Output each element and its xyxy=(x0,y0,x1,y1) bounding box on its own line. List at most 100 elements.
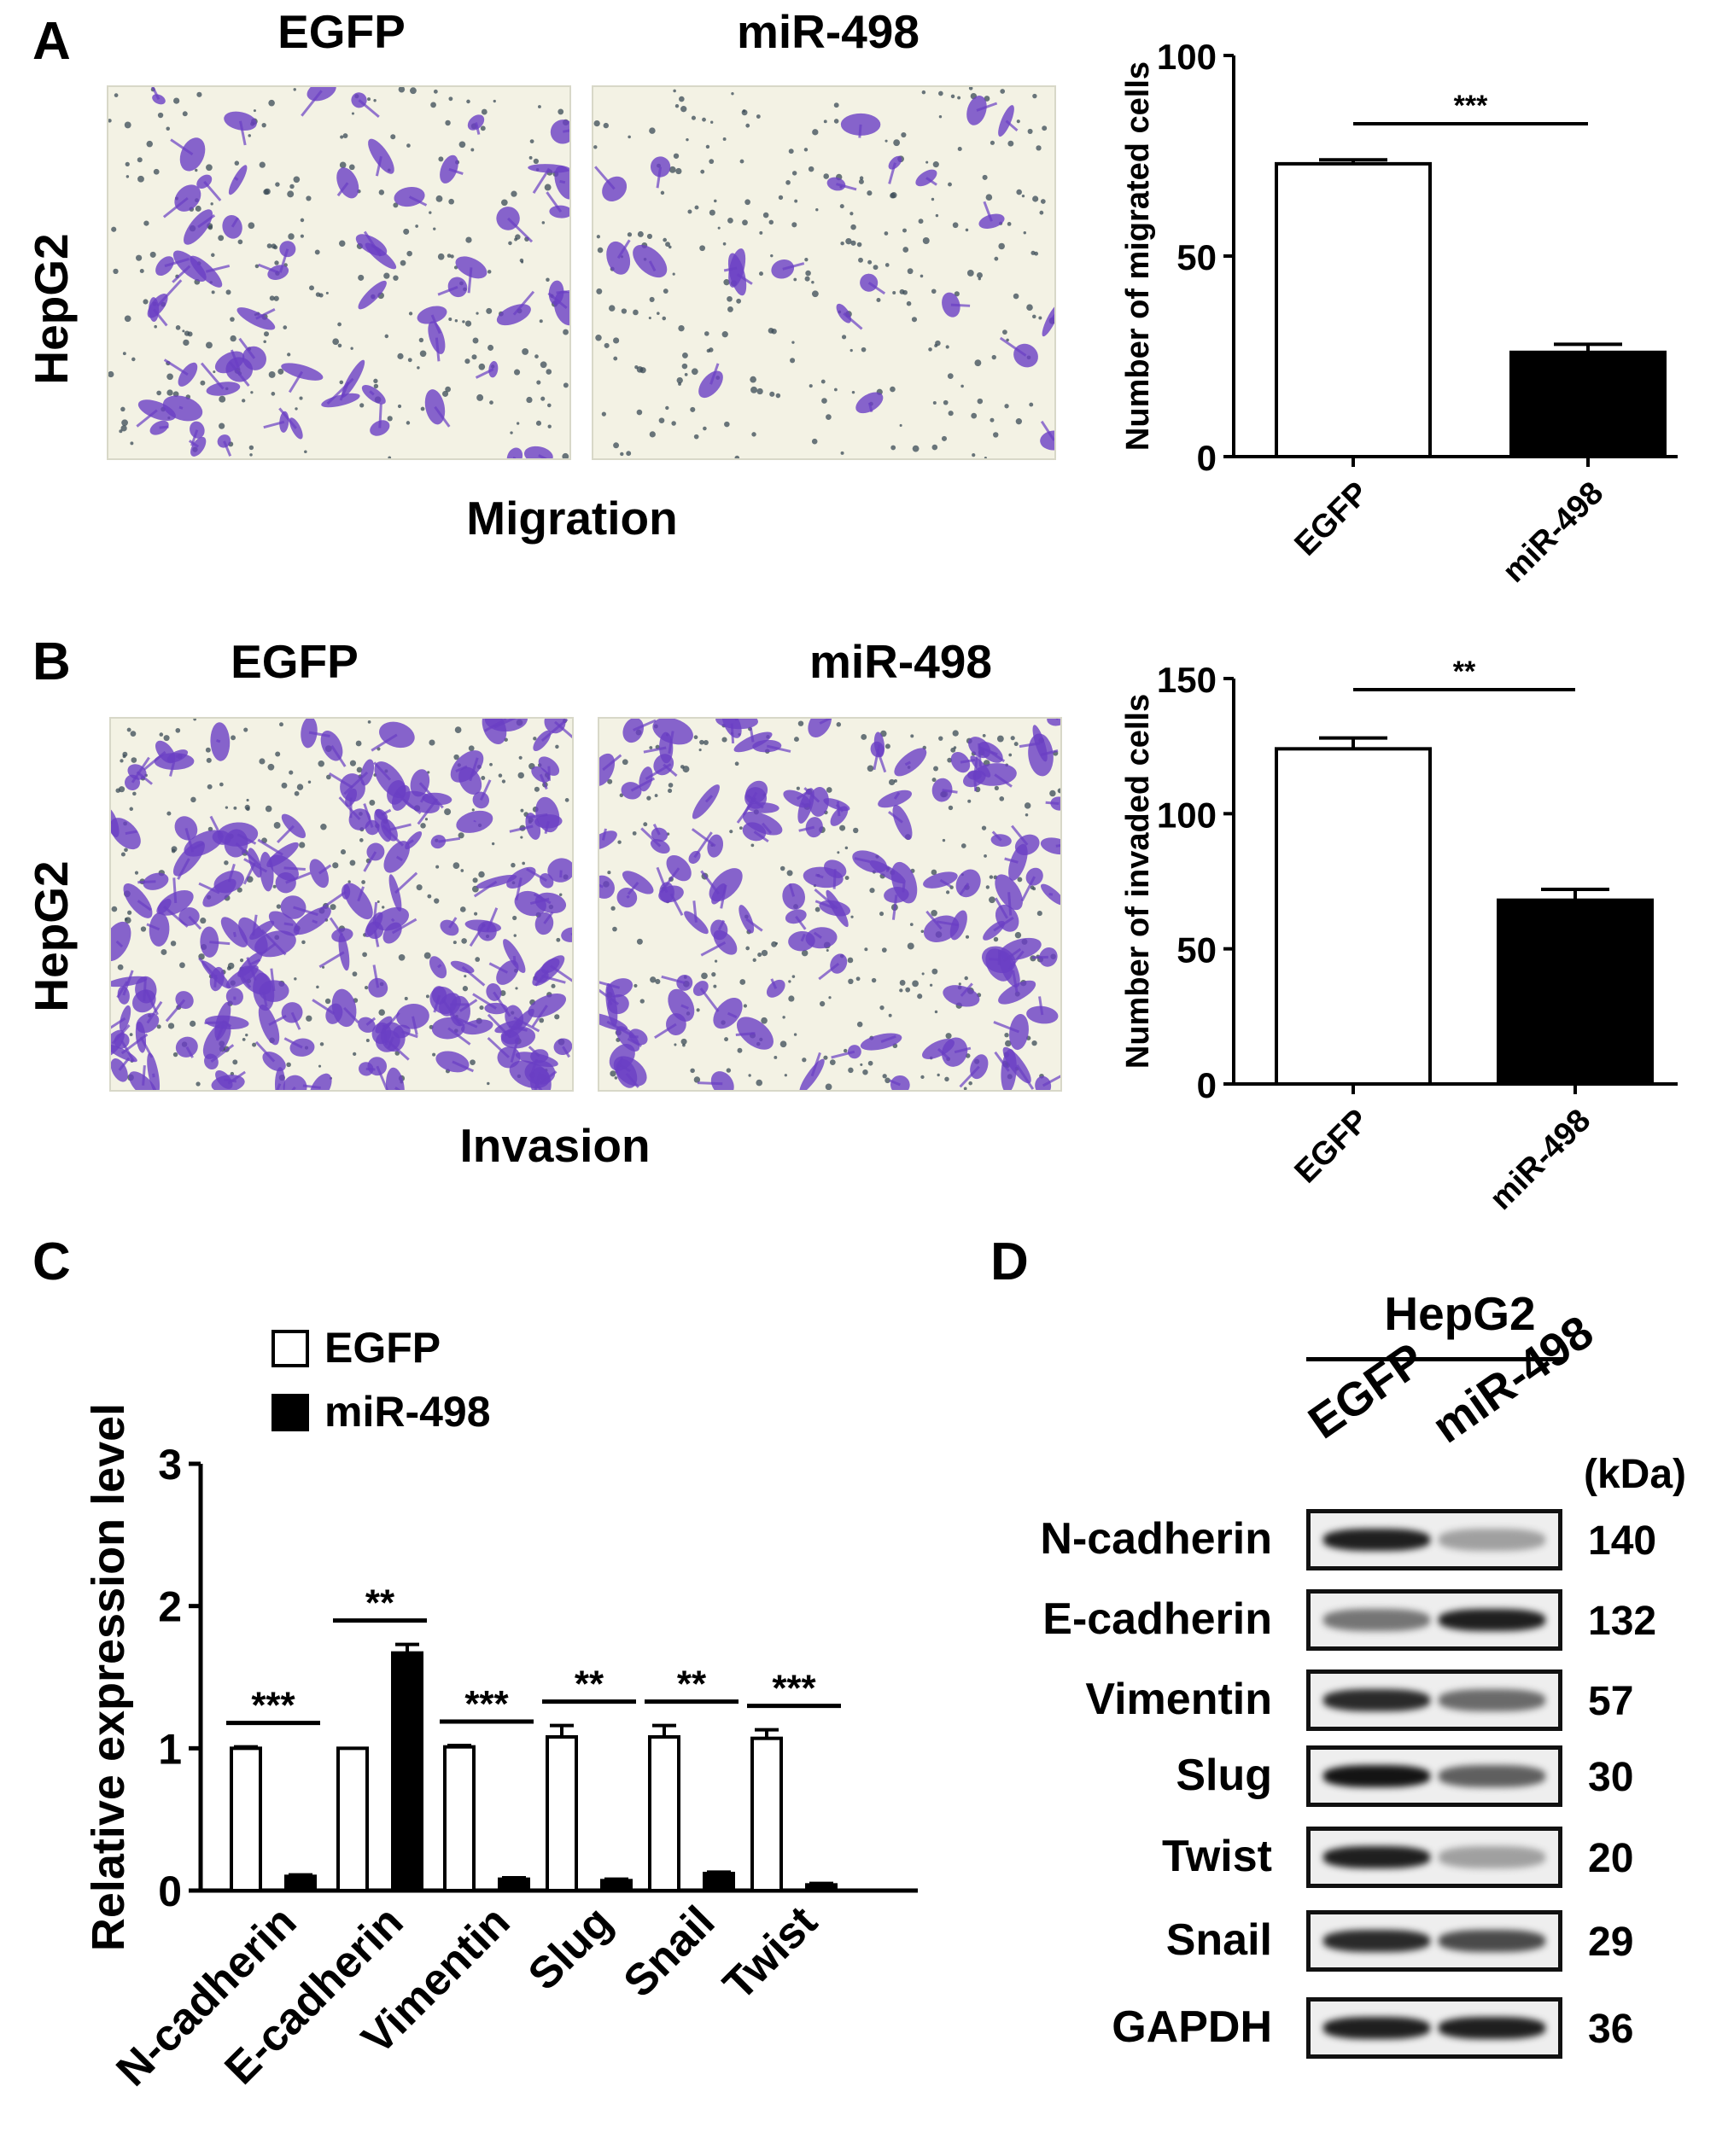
western-band xyxy=(1439,1689,1545,1711)
chart-c-category-label-5: Twist xyxy=(714,1897,826,2009)
chart-c-bar-1-3 xyxy=(600,1879,633,1892)
chart-c-legend-swatch-0 xyxy=(271,1330,309,1367)
western-protein-label: Snail xyxy=(1165,1915,1272,1965)
chart-c-y-label: Relative expression level xyxy=(83,1403,134,1951)
chart-b-y-tick-label: 150 xyxy=(1157,660,1217,700)
western-kda-label: 29 xyxy=(1588,1920,1634,1965)
chart-c-bar-0-0 xyxy=(230,1746,262,1892)
chart-c-legend-swatch-1 xyxy=(271,1394,309,1431)
panel-a-row-label: HepG2 xyxy=(25,233,78,385)
western-band xyxy=(1439,1846,1545,1868)
chart-c-y-tick-label: 0 xyxy=(158,1868,182,1915)
western-kda-label: 132 xyxy=(1588,1599,1657,1644)
chart-c-significance-label-1: ** xyxy=(365,1582,395,1624)
chart-a-category-label-0: EGFP xyxy=(1288,475,1376,563)
invasion-mir498-cells xyxy=(599,719,1060,1090)
western-band xyxy=(1439,1765,1545,1787)
migration-image-mir498 xyxy=(592,85,1056,460)
panel-a-col-label-egfp: EGFP xyxy=(277,5,406,58)
chart-c-bar-1-5 xyxy=(805,1883,838,1892)
panel-b-letter: B xyxy=(32,632,71,691)
chart-a-y-tick-label: 0 xyxy=(1197,438,1217,478)
western-kda-label: 30 xyxy=(1588,1755,1634,1800)
western-band xyxy=(1439,2017,1545,2039)
western-band xyxy=(1323,1529,1430,1551)
chart-b-y-tick-label: 50 xyxy=(1176,930,1217,970)
chart-b-bar-1 xyxy=(1497,898,1654,1086)
western-band xyxy=(1439,1529,1545,1551)
western-band xyxy=(1323,2017,1430,2039)
chart-c-significance-label-5: *** xyxy=(772,1668,816,1710)
western-protein-label: Vimentin xyxy=(1085,1675,1272,1724)
panel-a-col-label-mir498: miR-498 xyxy=(737,5,920,58)
panel-b-col-label-egfp: EGFP xyxy=(231,635,359,688)
chart-c-bar-1-1 xyxy=(391,1651,423,1892)
western-blot-strip xyxy=(1306,1589,1562,1651)
western-kda-label: 20 xyxy=(1588,1836,1634,1881)
invasion-image-mir498 xyxy=(598,717,1062,1092)
western-kda-label: 36 xyxy=(1588,2007,1634,2052)
western-blot-strip xyxy=(1306,1997,1562,2059)
western-band xyxy=(1323,1846,1430,1868)
chart-c-significance-label-2: *** xyxy=(464,1683,509,1725)
western-blot-strip xyxy=(1306,1669,1562,1731)
western-protein-label: Twist xyxy=(1161,1832,1272,1881)
chart-b-y-label: Number of invaded cells xyxy=(1120,694,1156,1069)
western-blot-strip xyxy=(1306,1745,1562,1807)
western-kda-label: 140 xyxy=(1588,1518,1657,1564)
panel-b-caption: Invasion xyxy=(459,1119,651,1172)
western-band xyxy=(1439,1930,1545,1952)
chart-a-bar-1 xyxy=(1509,350,1667,458)
western-protein-label: E-cadherin xyxy=(1042,1594,1272,1644)
western-protein-label: GAPDH xyxy=(1112,2002,1272,2052)
chart-c-y-tick-label: 2 xyxy=(158,1583,182,1631)
chart-c-bar-0-4 xyxy=(648,1735,680,1892)
migration-image-egfp xyxy=(107,85,571,460)
chart-a-y-label: Number of migrated cells xyxy=(1120,61,1156,451)
chart-c-bar-1-0 xyxy=(284,1874,317,1892)
western-protein-label: Slug xyxy=(1176,1751,1272,1800)
chart-a-category-label-1: miR-498 xyxy=(1496,475,1610,590)
western-kda-label: 57 xyxy=(1588,1679,1634,1724)
chart-c-significance-label-4: ** xyxy=(677,1664,707,1705)
panel-d-letter: D xyxy=(990,1232,1029,1291)
western-blot-strip xyxy=(1306,1827,1562,1888)
chart-b-y-tick-label: 0 xyxy=(1197,1065,1217,1105)
western-title: HepG2 xyxy=(1384,1287,1536,1340)
invasion-image-egfp xyxy=(109,717,574,1092)
chart-c-significance-label-3: ** xyxy=(575,1664,604,1705)
western-protein-label: N-cadherin xyxy=(1040,1514,1272,1564)
panel-b-col-label-mir498: miR-498 xyxy=(809,635,992,688)
migration-mir498-cells xyxy=(593,87,1054,458)
chart-a-y-tick-label: 100 xyxy=(1157,37,1217,77)
chart-c-legend-label-0: EGFP xyxy=(324,1324,441,1372)
chart-c-y-tick-label: 3 xyxy=(158,1441,182,1489)
chart-b-category-label-0: EGFP xyxy=(1288,1103,1376,1191)
chart-a-significance-label: *** xyxy=(1454,90,1488,122)
chart-a-bar-0 xyxy=(1275,161,1432,458)
panel-a-letter: A xyxy=(32,12,71,71)
chart-c-bar-0-1 xyxy=(336,1746,369,1892)
panel-a-caption: Migration xyxy=(466,492,678,545)
chart-b-significance-label: ** xyxy=(1453,656,1476,688)
panel-b-row-label: HepG2 xyxy=(25,860,78,1012)
western-band xyxy=(1323,1765,1430,1787)
chart-b-y-tick-label: 100 xyxy=(1157,795,1217,835)
western-unit: (kDa) xyxy=(1584,1452,1687,1497)
western-blot-strip xyxy=(1306,1509,1562,1570)
chart-c-category-label-3: Slug xyxy=(519,1897,622,2000)
western-band xyxy=(1439,1609,1545,1631)
panel-c-letter: C xyxy=(32,1232,71,1291)
chart-a-y-tick-label: 50 xyxy=(1176,237,1217,277)
western-band xyxy=(1323,1689,1430,1711)
chart-c-legend-label-1: miR-498 xyxy=(324,1388,491,1436)
chart-b-category-label-1: miR-498 xyxy=(1483,1103,1597,1217)
chart-c-bar-0-5 xyxy=(750,1736,783,1893)
chart-b-bar-0 xyxy=(1275,747,1432,1086)
invasion-egfp-cells xyxy=(111,719,572,1090)
western-band xyxy=(1323,1930,1430,1952)
chart-c-bar-1-4 xyxy=(703,1872,735,1892)
chart-c-significance-label-0: *** xyxy=(251,1685,295,1727)
